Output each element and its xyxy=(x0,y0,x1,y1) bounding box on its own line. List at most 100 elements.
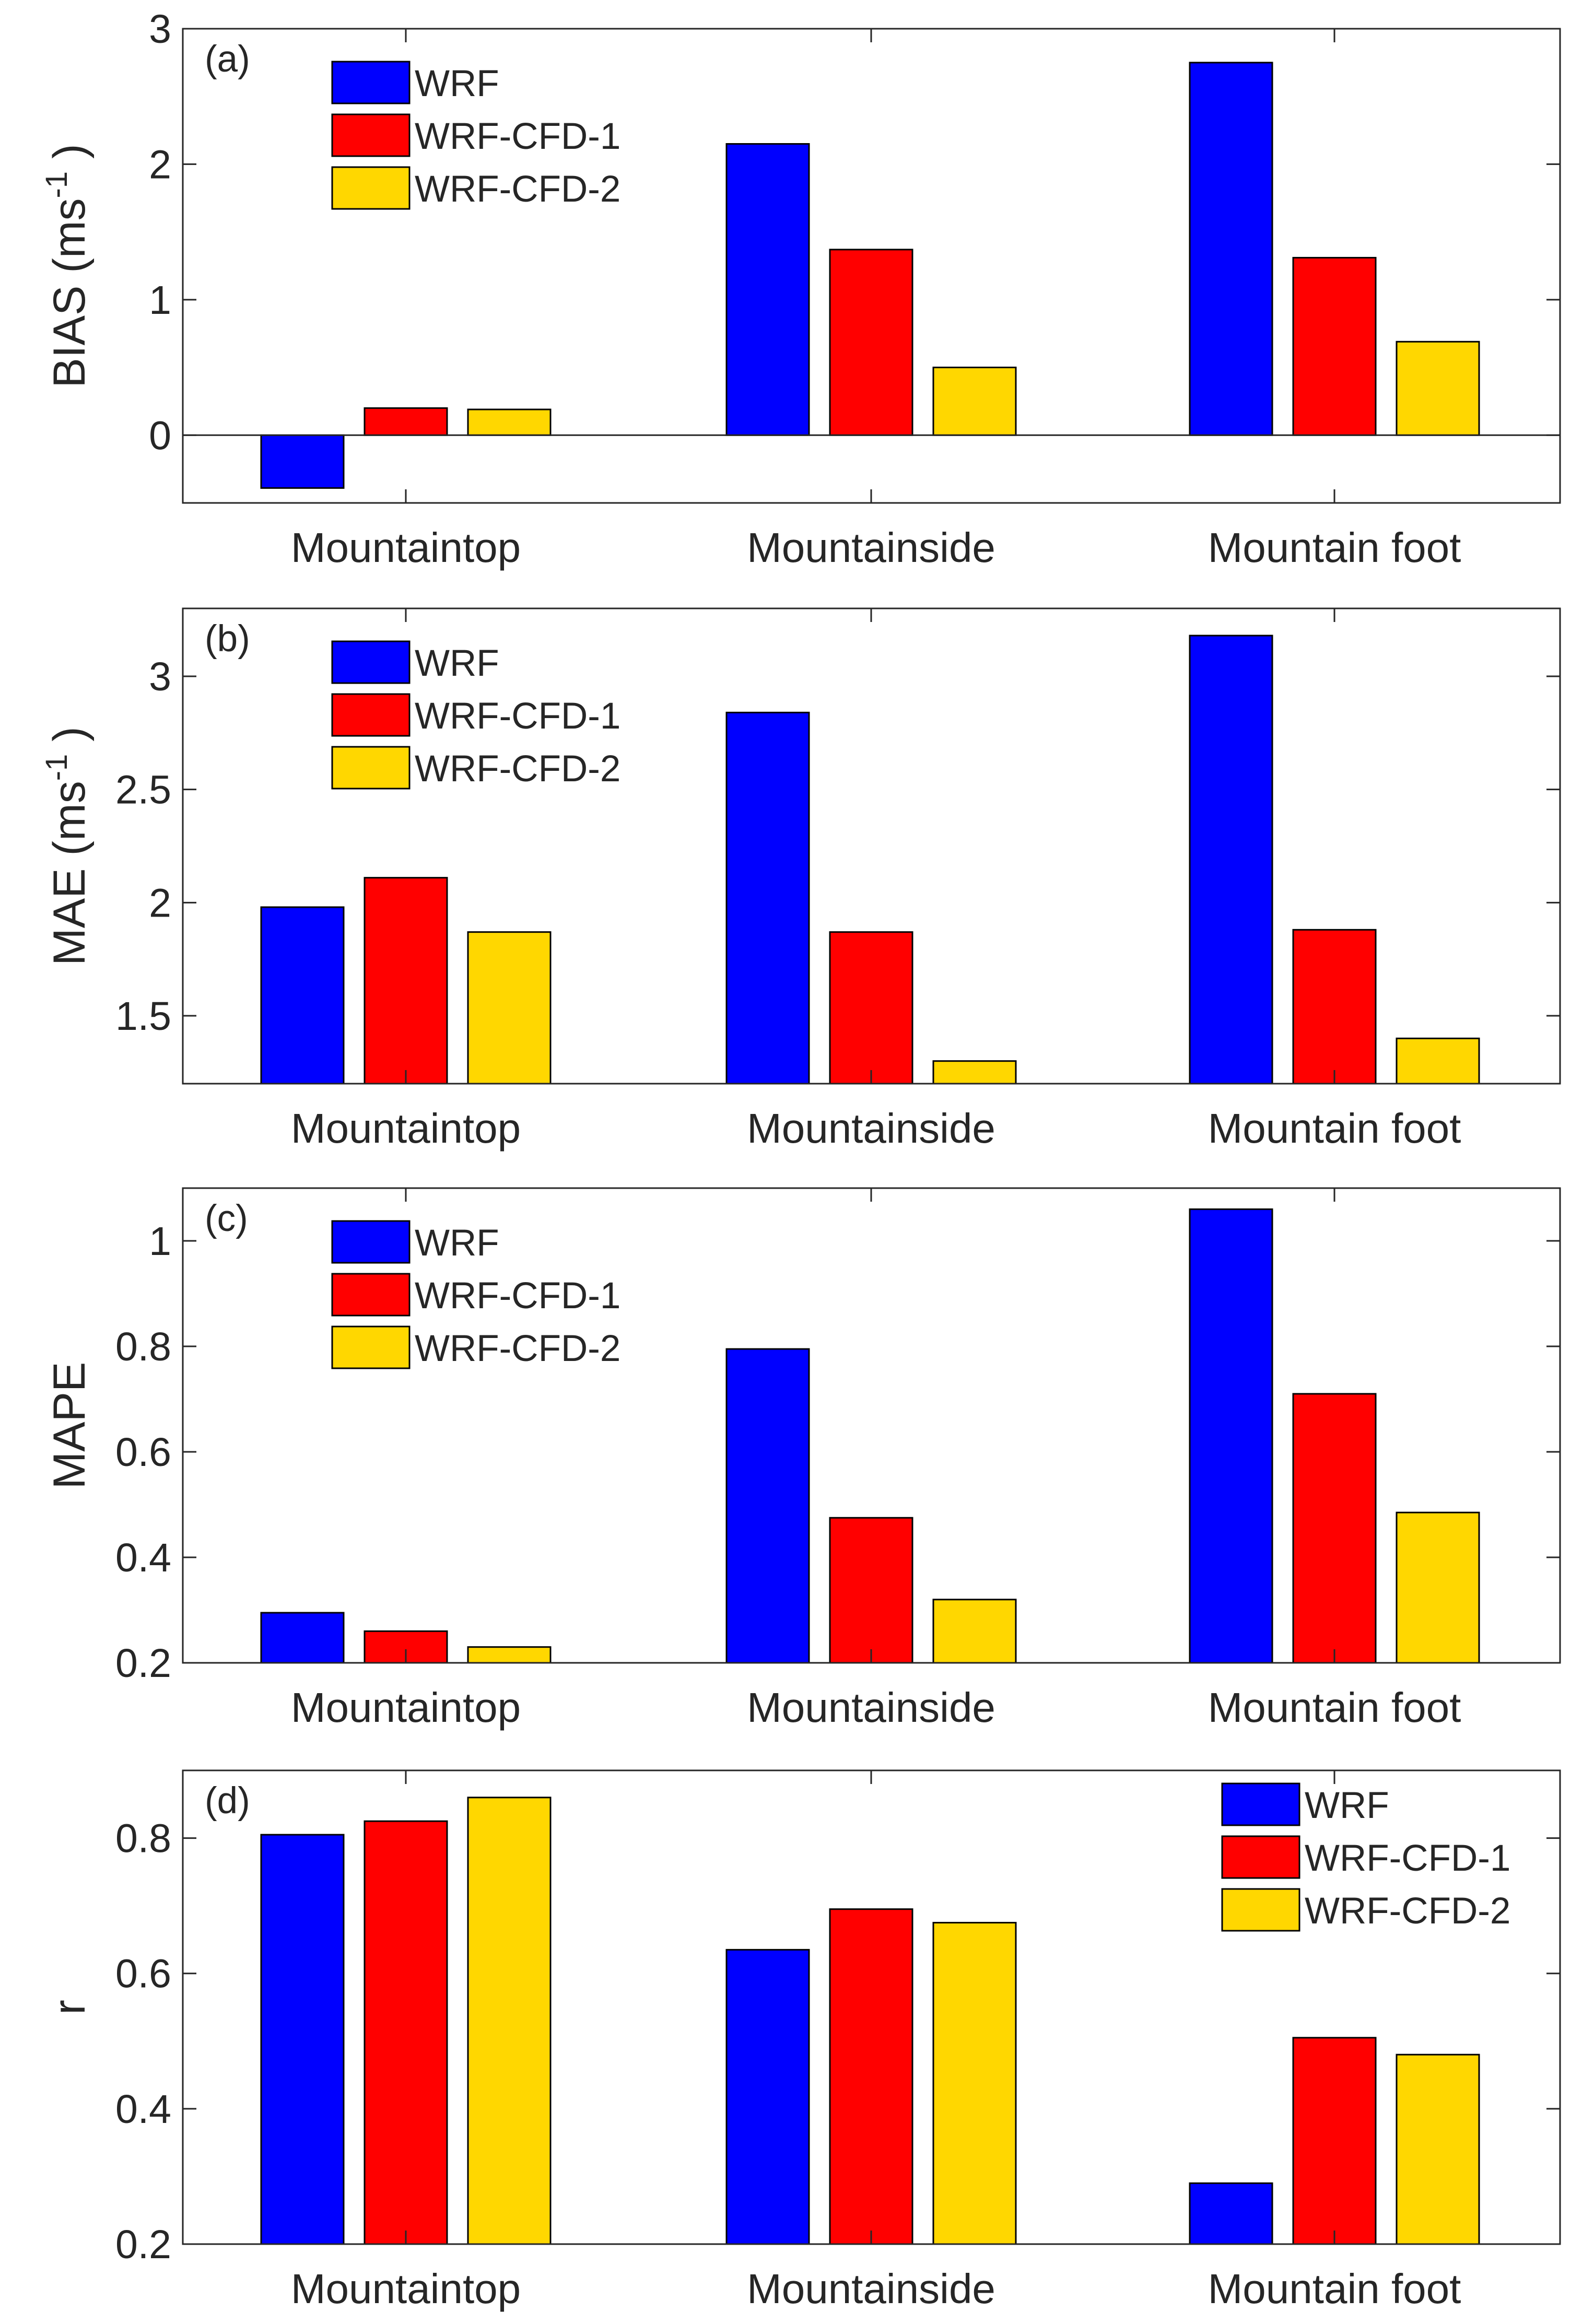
y-axis-label-superscript: -1 xyxy=(40,754,74,781)
y-tick-label: 3 xyxy=(149,7,171,52)
bar-wrf-mountainside xyxy=(725,1348,810,1664)
category-label: Mountain foot xyxy=(1208,524,1461,571)
legend: WRF WRF-CFD-1 WRF-CFD-2 xyxy=(1221,1782,1510,1932)
legend-label-wrf-cfd-1: WRF-CFD-1 xyxy=(415,116,620,157)
bar-wrf-mountainside xyxy=(725,143,810,436)
bar-wrf-cfd-1-mountaintop xyxy=(364,877,448,1085)
y-tick-label: 2.5 xyxy=(115,768,171,813)
y-axis-label: MAPE xyxy=(44,1362,95,1489)
legend-swatch-wrf-cfd-1 xyxy=(1221,1835,1300,1879)
y-axis-label-main: MAPE xyxy=(44,1362,95,1489)
bar-wrf-cfd-1-mountaintop xyxy=(364,1820,448,2245)
y-tick-label: 0.2 xyxy=(115,2222,171,2267)
bar-wrf-mountaintop xyxy=(260,1612,345,1664)
bar-wrf-mountain-foot xyxy=(1189,2182,1273,2245)
bar-wrf-cfd-2-mountain-foot xyxy=(1396,2053,1480,2245)
y-axis-label-close: ) xyxy=(44,726,95,754)
legend-swatch-wrf-cfd-2 xyxy=(331,746,411,790)
panel-c: 0.2 0.4 0.6 0.8 1 Mountaintop Mountainside Moun… xyxy=(44,1187,1561,1731)
bar-wrf-mountainside xyxy=(725,1949,810,2245)
y-tick-label: 0.4 xyxy=(115,2087,171,2132)
bar-wrf-cfd-2-mountain-foot xyxy=(1396,1511,1480,1664)
panel-b: 1.5 2 2.5 3 Mountaintop Mountainside Mountain … xyxy=(40,607,1561,1152)
y-tick-label: 0.8 xyxy=(115,1324,171,1369)
y-tick-label: 1.5 xyxy=(115,994,171,1039)
category-label: Mountain foot xyxy=(1208,1105,1461,1152)
bar-wrf-cfd-2-mountainside xyxy=(932,367,1017,436)
bar-wrf-mountaintop xyxy=(260,434,345,489)
legend-swatch-wrf-cfd-1 xyxy=(331,693,411,737)
bar-wrf-cfd-2-mountaintop xyxy=(467,1797,552,2245)
legend-swatch-wrf-cfd-1 xyxy=(331,1273,411,1317)
y-tick-label: 0.6 xyxy=(115,1952,171,1997)
y-axis-label-close: ) xyxy=(44,144,95,171)
category-label: Mountaintop xyxy=(291,1105,521,1152)
legend-label-wrf-cfd-1: WRF-CFD-1 xyxy=(1305,1838,1510,1879)
legend-swatch-wrf xyxy=(331,640,411,684)
y-tick-label: 3 xyxy=(149,654,171,699)
bar-wrf-mountaintop xyxy=(260,1834,345,2245)
bar-wrf-cfd-2-mountain-foot xyxy=(1396,341,1480,436)
legend-swatch-wrf-cfd-2 xyxy=(331,1325,411,1369)
bar-wrf-cfd-1-mountainside xyxy=(829,1517,913,1664)
legend-swatch-wrf xyxy=(1221,1782,1300,1826)
legend: WRF WRF-CFD-1 WRF-CFD-2 xyxy=(331,61,620,210)
bar-wrf-cfd-1-mountain-foot xyxy=(1292,256,1377,436)
bar-wrf-cfd-2-mountaintop xyxy=(467,408,552,436)
category-label: Mountainside xyxy=(747,524,995,571)
bar-wrf-cfd-1-mountainside xyxy=(829,931,913,1085)
legend-swatch-wrf xyxy=(331,1220,411,1264)
y-tick-label: 1 xyxy=(149,1219,171,1264)
y-axis-label-main: BIAS (ms xyxy=(44,198,95,388)
legend-label-wrf-cfd-1: WRF-CFD-1 xyxy=(415,1275,620,1317)
bar-wrf-cfd-2-mountainside xyxy=(932,1599,1017,1664)
legend-swatch-wrf xyxy=(331,61,411,104)
bar-wrf-mountain-foot xyxy=(1189,1208,1273,1664)
legend-label-wrf-cfd-1: WRF-CFD-1 xyxy=(415,696,620,737)
legend-swatch-wrf-cfd-2 xyxy=(1221,1888,1300,1932)
y-axis-label: BIAS (ms-1 ) xyxy=(40,144,95,388)
bar-wrf-cfd-2-mountainside xyxy=(932,1060,1017,1085)
panel-label: (b) xyxy=(205,618,250,660)
bar-wrf-mountain-foot xyxy=(1189,635,1273,1085)
y-axis-label-superscript: -1 xyxy=(40,171,74,198)
category-label: Mountaintop xyxy=(291,524,521,571)
category-label: Mountain foot xyxy=(1208,1684,1461,1731)
panel-label: (c) xyxy=(205,1198,248,1239)
bar-wrf-cfd-2-mountain-foot xyxy=(1396,1037,1480,1085)
bar-wrf-cfd-2-mountaintop xyxy=(467,931,552,1085)
y-tick-label: 0 xyxy=(149,413,171,458)
legend-label-wrf-cfd-2: WRF-CFD-2 xyxy=(415,169,620,210)
legend-label-wrf: WRF xyxy=(415,63,499,104)
category-label: Mountainside xyxy=(747,2266,995,2312)
bar-wrf-cfd-1-mountain-foot xyxy=(1292,1393,1377,1664)
legend-swatch-wrf-cfd-1 xyxy=(331,113,411,157)
y-tick-label: 0.6 xyxy=(115,1430,171,1475)
panel-label: (a) xyxy=(205,39,250,80)
legend: WRF WRF-CFD-1 WRF-CFD-2 xyxy=(331,640,620,790)
legend-label-wrf-cfd-2: WRF-CFD-2 xyxy=(415,1328,620,1369)
y-axis-label-main: MAE (ms xyxy=(44,781,95,966)
bar-wrf-cfd-1-mountaintop xyxy=(364,407,448,436)
y-tick-label: 1 xyxy=(149,278,171,323)
panel-a: 0 1 2 3 Mountaintop Mountainside Mountain foot… xyxy=(40,7,1561,571)
bar-wrf-cfd-1-mountain-foot xyxy=(1292,929,1377,1085)
legend-label-wrf: WRF xyxy=(1305,1785,1389,1826)
bar-wrf-cfd-1-mountainside xyxy=(829,1908,913,2245)
category-label: Mountaintop xyxy=(291,2266,521,2312)
panel-d: 0.2 0.4 0.6 0.8 Mountaintop Mountainside Mount… xyxy=(44,1769,1561,2312)
y-axis-label: r xyxy=(44,2000,95,2015)
panel-label: (d) xyxy=(205,1780,250,1822)
bar-wrf-mountain-foot xyxy=(1189,62,1273,436)
category-label: Mountaintop xyxy=(291,1684,521,1731)
legend-label-wrf: WRF xyxy=(415,1223,499,1264)
category-label: Mountainside xyxy=(747,1684,995,1731)
bar-wrf-cfd-2-mountaintop xyxy=(467,1646,552,1664)
y-axis-label: MAE (ms-1 ) xyxy=(40,726,95,966)
category-label: Mountain foot xyxy=(1208,2266,1461,2312)
bar-wrf-cfd-1-mountain-foot xyxy=(1292,2037,1377,2245)
y-tick-label: 0.8 xyxy=(115,1816,171,1861)
legend-label-wrf-cfd-2: WRF-CFD-2 xyxy=(415,748,620,790)
bar-wrf-mountaintop xyxy=(260,906,345,1085)
